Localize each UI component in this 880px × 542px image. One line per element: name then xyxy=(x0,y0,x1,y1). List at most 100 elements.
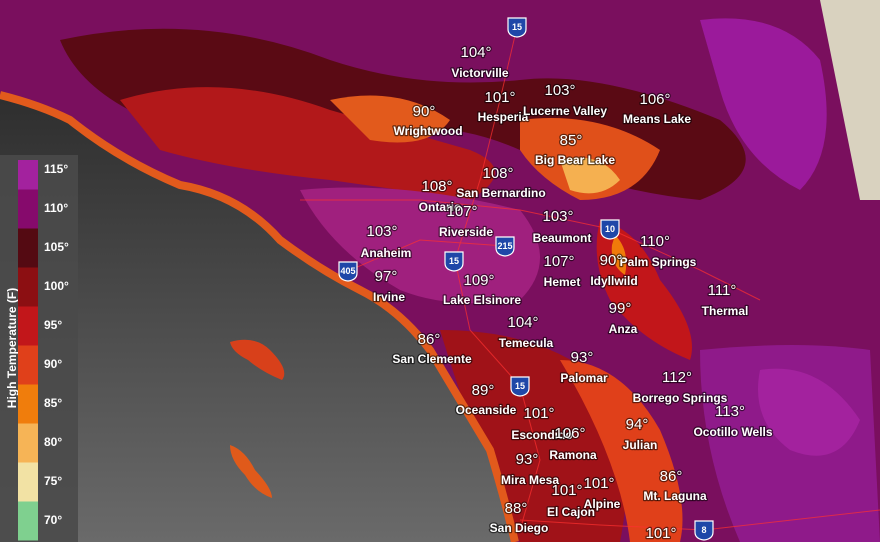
legend-swatch xyxy=(18,189,38,229)
shield-icon xyxy=(444,251,464,272)
temperature: 86° xyxy=(418,331,441,348)
legend: High Temperature (F) 115° 110° 105° 100° 95°… xyxy=(0,155,78,542)
island xyxy=(230,339,285,380)
legend-swatch xyxy=(18,160,38,190)
temperature: 101° xyxy=(523,405,554,422)
city-name: San Bernardino xyxy=(456,186,545,200)
temperature: 104° xyxy=(507,314,538,331)
legend-swatch xyxy=(18,306,38,346)
temperature: 93° xyxy=(571,349,594,366)
heat-patches xyxy=(60,18,880,542)
city-name: Beaumont xyxy=(533,231,592,245)
temperature: 111° xyxy=(708,282,737,299)
city-name: Borrego Springs xyxy=(633,391,728,405)
city-name: Temecula xyxy=(499,336,554,350)
city-name: Big Bear Lake xyxy=(535,153,615,167)
city-name: Hemet xyxy=(544,275,581,289)
city-name: San Clemente xyxy=(392,352,472,366)
city-name: Mira Mesa xyxy=(501,473,559,487)
legend-swatch xyxy=(18,228,38,268)
city-labels: 104° Victorville 101° Hesperia 103° Lucerne V… xyxy=(359,43,774,542)
highway-number: 15 xyxy=(515,381,525,391)
shield-icon xyxy=(510,376,530,397)
legend-tick-label: 70° xyxy=(44,513,62,527)
temperature: 107° xyxy=(543,253,574,270)
highway-number: 8 xyxy=(701,525,706,535)
temperature: 104° xyxy=(460,44,491,61)
temperature: 90° xyxy=(600,252,623,269)
roads xyxy=(300,26,880,531)
temperature: 88° xyxy=(505,500,528,517)
city-name: Riverside xyxy=(439,225,493,239)
city-name: Escondido xyxy=(511,428,572,442)
city-name: Lucerne Valley xyxy=(523,104,607,118)
temperature: 103° xyxy=(366,223,397,240)
legend-tick-label: 75° xyxy=(44,474,62,488)
legend-tick-label: 115° xyxy=(44,162,68,176)
legend-tick-label: 90° xyxy=(44,357,62,371)
highway-number: 215 xyxy=(497,241,512,251)
temperature: 106° xyxy=(639,91,670,108)
city-name: Ramona xyxy=(549,448,597,462)
highway-shields: 15 10 215 15 405 15 8 xyxy=(338,17,714,541)
city-name: Means Lake xyxy=(623,112,691,126)
island xyxy=(230,445,272,498)
city-name: Hesperia xyxy=(478,110,529,124)
temperature: 97° xyxy=(375,268,398,285)
shield-icon xyxy=(694,520,714,541)
temperature: 110° xyxy=(640,233,670,250)
city-name: Julian xyxy=(623,438,658,452)
city-name: Irvine xyxy=(373,290,405,304)
highway-number: 15 xyxy=(449,256,459,266)
legend-tick-label: 100° xyxy=(44,279,69,293)
legend-swatch xyxy=(18,501,38,541)
ocean xyxy=(0,95,515,542)
shield-icon xyxy=(338,261,358,282)
temperature: 93° xyxy=(516,451,539,468)
city-name: Ontario xyxy=(419,200,462,214)
legend-tick-label: 105° xyxy=(44,240,69,254)
city-name: San Diego xyxy=(490,521,549,535)
legend-tick-label: 80° xyxy=(44,435,62,449)
temperature: 106° xyxy=(554,425,585,442)
shield-icon xyxy=(600,219,620,240)
city-name: Lake Elsinore xyxy=(443,293,521,307)
temperature: 85° xyxy=(560,132,583,149)
legend-swatch xyxy=(18,267,38,307)
coastline xyxy=(0,91,519,542)
temperature: 107° xyxy=(446,203,477,220)
city-name: Anza xyxy=(609,322,638,336)
temperature: 89° xyxy=(472,382,495,399)
temperature: 103° xyxy=(544,82,575,99)
city-name: El Cajon xyxy=(547,505,595,519)
legend-title: High Temperature (F) xyxy=(5,288,19,408)
temperature: 101° xyxy=(645,525,676,542)
temperature: 108° xyxy=(421,178,452,195)
city-name: Palomar xyxy=(560,371,608,385)
highway-number: 10 xyxy=(605,224,615,234)
temperature: 101° xyxy=(484,89,515,106)
temperature: 109° xyxy=(463,272,494,289)
temperature: 101° xyxy=(583,475,614,492)
legend-swatch xyxy=(18,345,38,385)
city-name: Victorville xyxy=(451,66,508,80)
temperature: 113° xyxy=(715,403,745,420)
city-name: Alpine xyxy=(584,497,621,511)
city-name: Anaheim xyxy=(361,246,412,260)
city-name: Ocotillo Wells xyxy=(693,425,772,439)
temperature: 94° xyxy=(626,416,649,433)
legend-tick-label: 95° xyxy=(44,318,62,332)
shield-icon xyxy=(495,236,515,257)
city-name: Mt. Laguna xyxy=(643,489,707,503)
temperature: 90° xyxy=(413,103,436,120)
city-name: Oceanside xyxy=(456,403,517,417)
city-name: Palm Springs xyxy=(620,255,697,269)
temperature: 103° xyxy=(542,208,573,225)
legend-tick-label: 110° xyxy=(44,201,68,215)
highway-number: 405 xyxy=(340,266,355,276)
temperature: 101° xyxy=(551,482,582,499)
legend-swatch xyxy=(18,462,38,502)
temperature: 112° xyxy=(662,369,692,386)
